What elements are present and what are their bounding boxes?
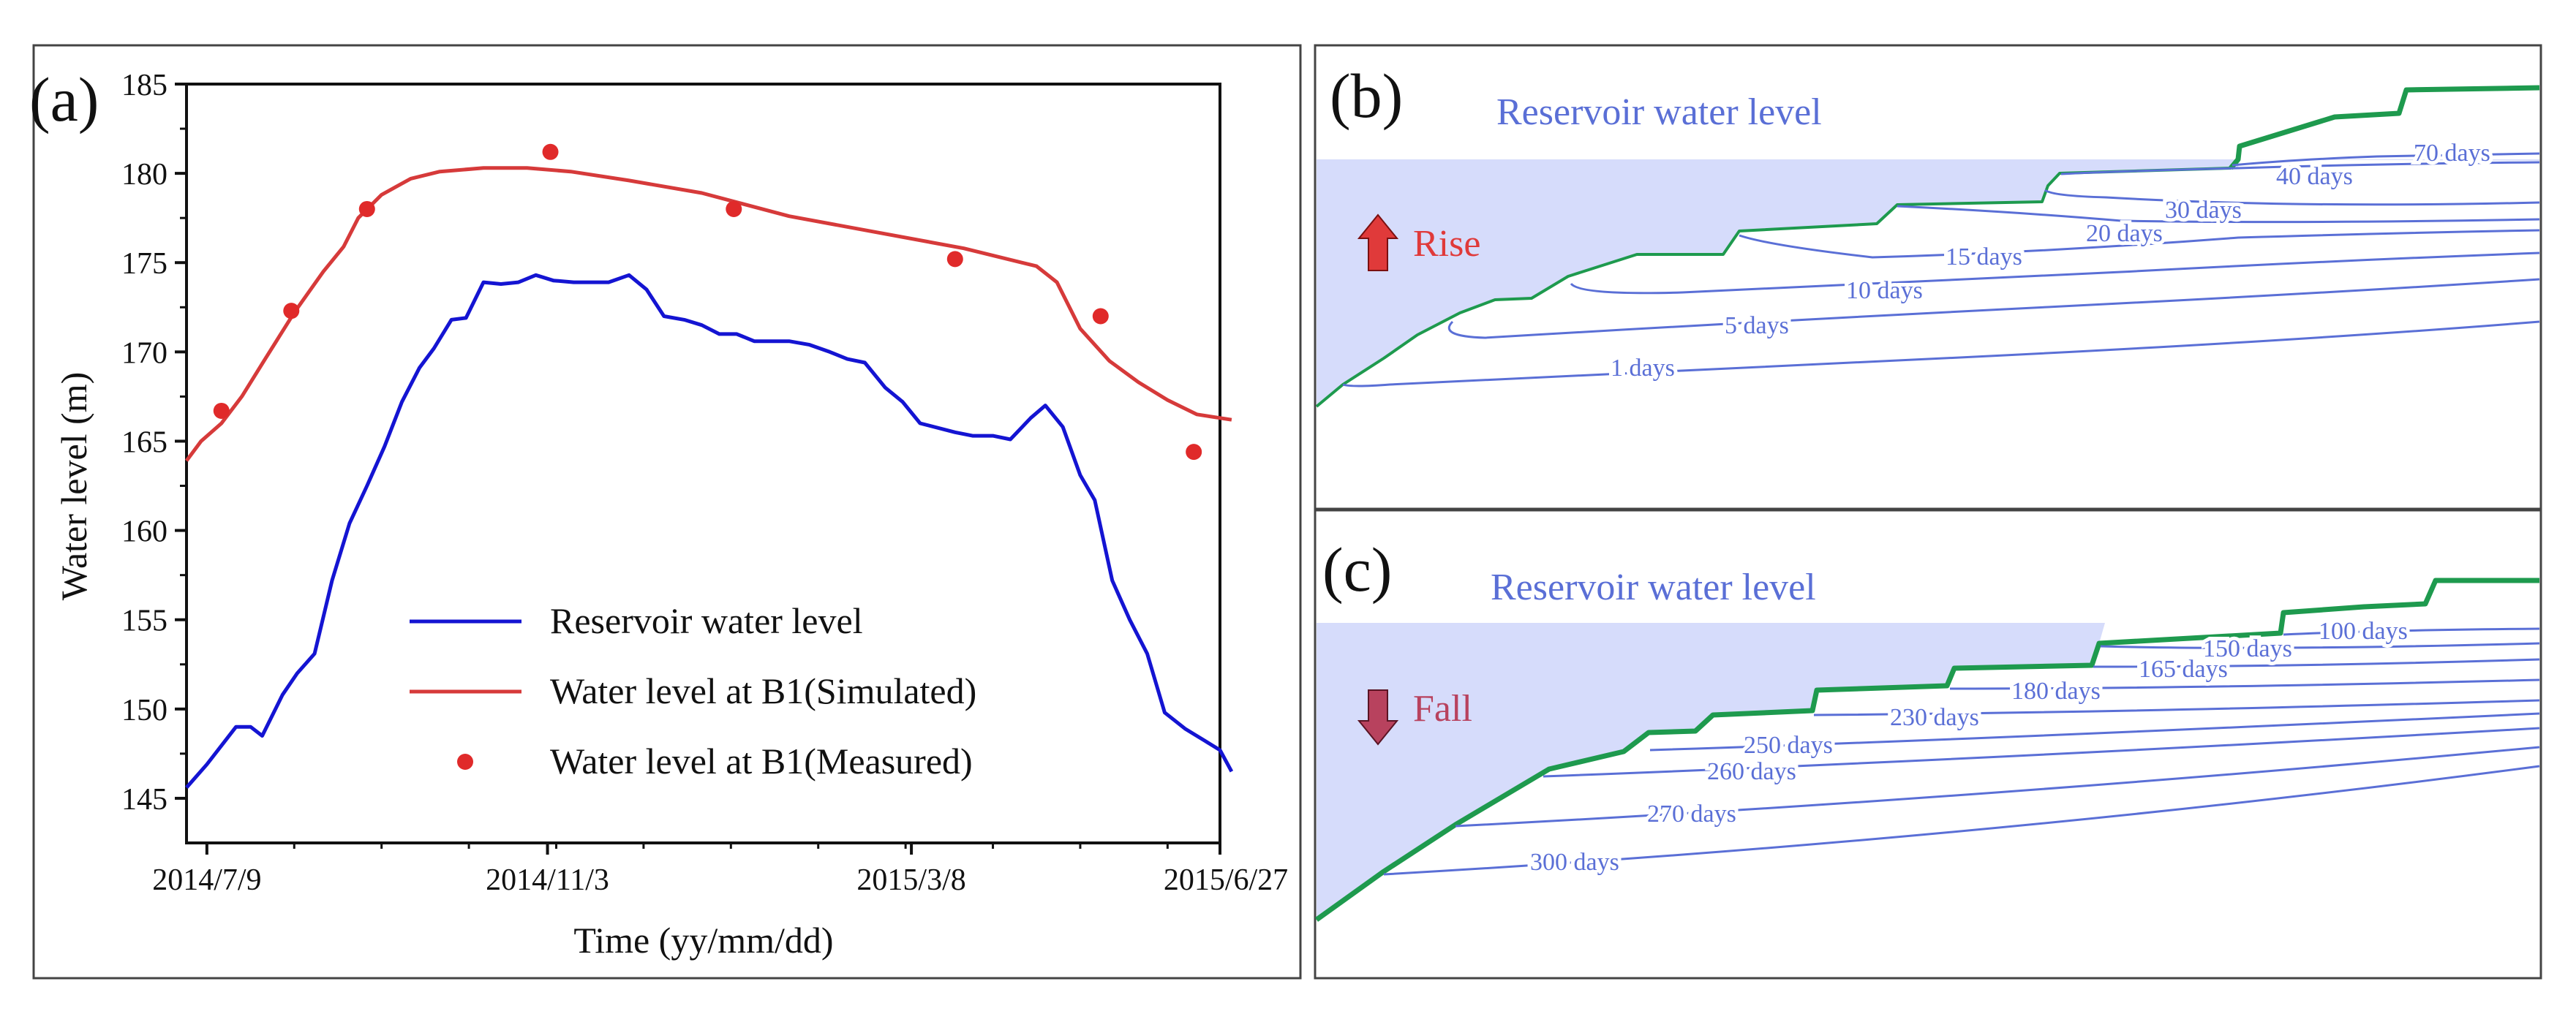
contour-230-days: [1813, 699, 2540, 716]
y-tick-label-175: 175: [121, 247, 167, 281]
measured-point-5: [946, 251, 963, 268]
measured-point-6: [1092, 308, 1109, 325]
contour-label-260-days: 260 days: [1707, 758, 1796, 785]
series-line-reservoir-water-level: [185, 273, 1234, 789]
contour-label-15-days: 15 days: [1946, 243, 2022, 270]
plot-area-frame: [185, 83, 1221, 844]
x-axis-ticks: 2014/7/9 2014/11/3 2015/3/8 2015/6/27: [152, 843, 1288, 897]
y-tick-label-180: 180: [121, 158, 167, 192]
measured-point-2: [358, 200, 375, 217]
contour-label-230-days: 230 days: [1890, 704, 1979, 731]
contour-label-100-days: 100 days: [2319, 618, 2408, 645]
contour-30-days: [2044, 189, 2540, 206]
contour-300-days: [1383, 765, 2540, 876]
panel-a-label: (a): [29, 64, 99, 135]
contour-150-days: [2100, 642, 2540, 649]
contour-250-days: [1649, 712, 2540, 752]
y-tick-label-165: 165: [121, 425, 167, 459]
contour-15-days: [1739, 229, 2540, 259]
y-axis-title: Water level (m): [53, 372, 94, 600]
series-points-water-level-b1-measured: [213, 143, 1202, 461]
legend-label-water-level-b1-measured: Water level at B1(Measured): [550, 741, 973, 782]
contour-260-days: [1543, 727, 2540, 778]
legend-label-reservoir-water-level: Reservoir water level: [550, 600, 863, 641]
y-tick-label-150: 150: [121, 694, 167, 727]
panel-b-contour-labels: 70 days 40 days 30 days 20 days 15 days …: [1607, 136, 2494, 385]
panel-c-contour-labels: 100 days 150 days 165 days 180 days 230 …: [1526, 614, 2411, 879]
panel-b-water-region: [1317, 159, 2539, 406]
contour-label-5-days: 5 days: [1725, 312, 1789, 339]
panel-c-water-region: [1317, 623, 2105, 920]
panel-b: (b) Reservoir water level 70 days 40 day…: [1314, 44, 2542, 510]
y-tick-label-185: 185: [121, 69, 167, 102]
panel-a: (a) 145 150 155 160 165 170 175 180 185 2014/7/9…: [29, 44, 1302, 980]
measured-point-4: [726, 200, 742, 217]
contour-270-days: [1455, 746, 2540, 828]
rise-label: Rise: [1413, 223, 1480, 265]
contour-label-300-days: 300 days: [1530, 849, 1619, 876]
contour-20-days: [1897, 205, 2540, 224]
fall-label: Fall: [1413, 688, 1472, 730]
x-tick-label-2: 2015/3/8: [856, 863, 965, 897]
arrow-up-icon: [1357, 213, 1399, 271]
contour-label-270-days: 270 days: [1647, 801, 1736, 828]
measured-point-0: [213, 402, 230, 419]
panel-b-frame: [1314, 44, 2542, 510]
measured-point-1: [283, 303, 300, 319]
contour-165-days: [2093, 658, 2540, 668]
contour-1-days: [1342, 320, 2540, 387]
legend-swatch-water-level-b1-measured: [457, 754, 473, 770]
panel-c: (c) Reservoir water level 100 days 150 d…: [1314, 509, 2542, 980]
panel-c-label: (c): [1322, 534, 1392, 605]
legend-label-water-level-b1-simulated: Water level at B1(Simulated): [550, 670, 976, 711]
measured-point-3: [542, 143, 559, 160]
contour-10-days: [1570, 251, 2540, 295]
contour-label-150-days: 150 days: [2203, 635, 2292, 662]
contour-40-days: [2060, 161, 2540, 175]
contour-label-70-days: 70 days: [2414, 140, 2490, 167]
panel-b-label: (b): [1330, 61, 1403, 131]
y-tick-label-145: 145: [121, 783, 167, 817]
panel-c-title: Reservoir water level: [1491, 567, 1816, 608]
panel-c-contours: [1383, 627, 2540, 876]
contour-label-40-days: 40 days: [2276, 163, 2353, 190]
contour-label-1-days: 1 days: [1611, 355, 1675, 382]
contour-70-days: [2232, 152, 2540, 167]
contour-180-days: [1949, 678, 2540, 690]
y-axis-ticks: 145 150 155 160 165 170 175 180 185: [121, 69, 187, 817]
series-line-water-level-b1-simulated: [184, 166, 1232, 462]
panel-a-frame: [32, 44, 1302, 980]
panel-b-waterline-upper: [2229, 85, 2540, 170]
x-axis-title: Time (yy/mm/dd): [573, 920, 833, 961]
y-tick-label-155: 155: [121, 605, 167, 638]
contour-label-20-days: 20 days: [2086, 220, 2163, 247]
contour-label-165-days: 165 days: [2139, 656, 2228, 683]
contour-label-10-days: 10 days: [1846, 277, 1923, 304]
x-tick-label-1: 2014/11/3: [486, 863, 609, 897]
panel-b-contours: [1342, 152, 2540, 387]
contour-label-250-days: 250 days: [1744, 732, 1833, 759]
legend: Reservoir water level Water level at B1(…: [410, 600, 976, 782]
contour-5-days: [1447, 278, 2540, 339]
contour-label-180-days: 180 days: [2011, 678, 2101, 705]
panel-c-waterline: [1314, 578, 2539, 922]
panel-c-frame: [1314, 509, 2542, 980]
y-tick-label-160: 160: [121, 515, 167, 549]
contour-100-days: [2283, 627, 2540, 636]
contour-label-30-days: 30 days: [2165, 197, 2242, 224]
x-tick-label-0: 2014/7/9: [152, 863, 261, 897]
measured-point-7: [1186, 444, 1202, 461]
y-tick-label-170: 170: [121, 336, 167, 370]
arrow-down-icon: [1357, 689, 1399, 746]
panel-b-title: Reservoir water level: [1496, 91, 1822, 133]
rise-indicator: Rise: [1357, 213, 1480, 271]
x-tick-label-3: 2015/6/27: [1164, 863, 1288, 897]
fall-indicator: Fall: [1357, 688, 1472, 746]
